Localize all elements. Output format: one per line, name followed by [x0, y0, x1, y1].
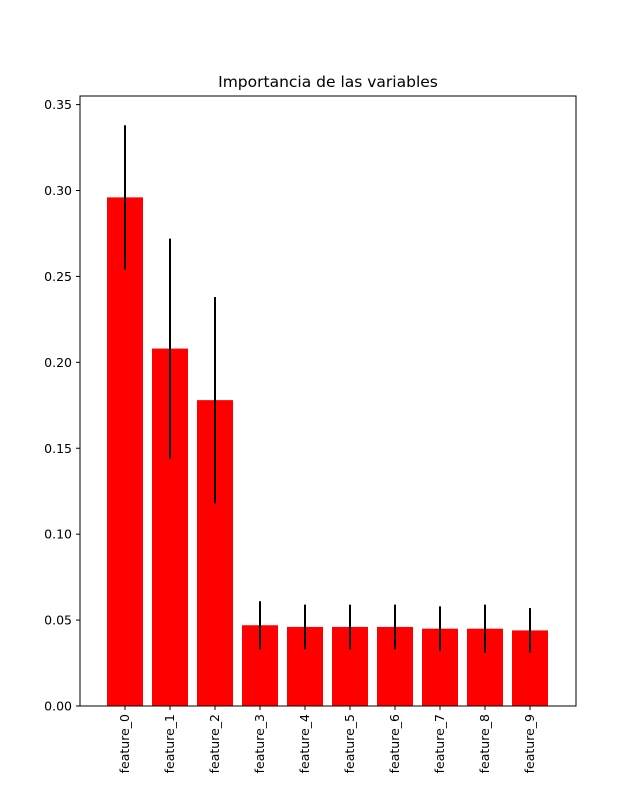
- bars: [107, 197, 548, 706]
- y-tick-label: 0.15: [44, 441, 72, 456]
- y-tick-label: 0.10: [44, 527, 72, 542]
- y-tick-label: 0.00: [44, 699, 72, 714]
- bar-feature_0: [107, 197, 143, 706]
- y-tick-label: 0.30: [44, 183, 72, 198]
- plot-frame: [79, 95, 577, 707]
- x-axis: feature_0 feature_1 feature_2 feature_3 feat…: [117, 706, 537, 773]
- y-axis: 0.00 0.05 0.10 0.15 0.20 0.25 0.30 0.35: [44, 97, 80, 714]
- x-tick-label: feature_0: [117, 714, 132, 773]
- y-tick-label: 0.20: [44, 355, 72, 370]
- y-tick-label: 0.35: [44, 97, 72, 112]
- error-bars: [124, 125, 531, 653]
- x-tick-label: feature_4: [297, 714, 312, 773]
- x-tick-label: feature_2: [207, 714, 222, 773]
- x-tick-label: feature_5: [342, 714, 357, 773]
- x-tick-label: feature_6: [387, 714, 402, 773]
- chart-title: Importancia de las variables: [218, 73, 438, 91]
- x-tick-label: feature_9: [522, 714, 537, 773]
- x-tick-label: feature_7: [432, 714, 447, 773]
- y-tick-label: 0.05: [44, 613, 72, 628]
- y-tick-label: 0.25: [44, 269, 72, 284]
- x-tick-label: feature_3: [252, 714, 267, 773]
- x-tick-label: feature_8: [477, 714, 492, 773]
- x-tick-label: feature_1: [162, 714, 177, 773]
